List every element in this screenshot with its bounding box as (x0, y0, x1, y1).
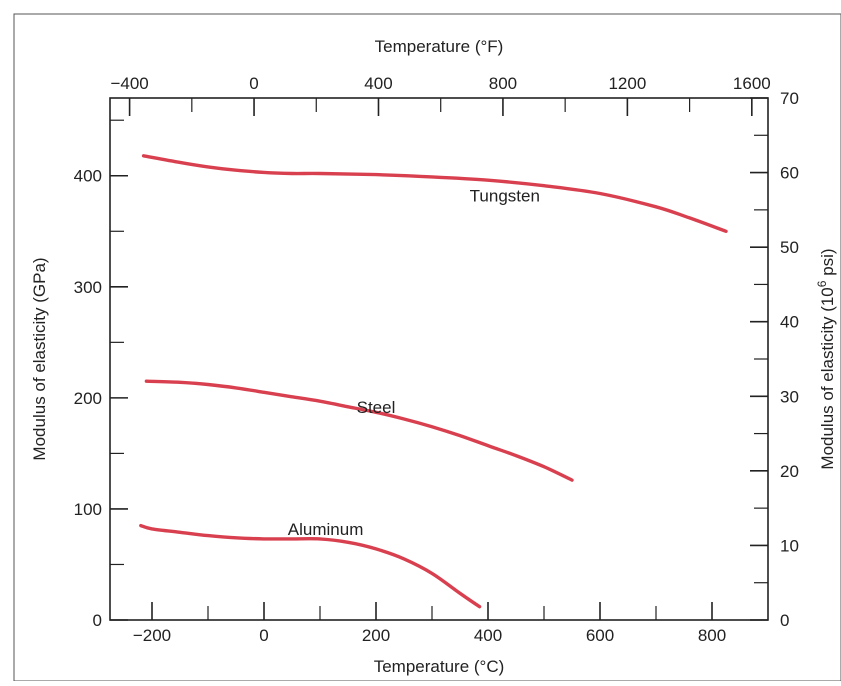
x-tick-label: 800 (698, 626, 726, 645)
y-tick-label: 300 (74, 278, 102, 297)
y2-axis-title-tail: psi) (818, 248, 837, 280)
curve-labels-layer: Tungsten Steel Aluminum (288, 187, 540, 539)
x2-tick-label: 1600 (733, 74, 771, 93)
x2-tick-label: −400 (110, 74, 148, 93)
y-tick-label: 200 (74, 389, 102, 408)
x-tick-label: −200 (133, 626, 171, 645)
y2-axis-title-superscript: 6 (815, 280, 829, 287)
y-tick-label: 400 (74, 167, 102, 186)
y2-tick-label: 10 (780, 536, 799, 555)
y2-tick-label: 40 (780, 313, 799, 332)
aluminum-curve (139, 523, 482, 609)
y2-tick-label: 30 (780, 387, 799, 406)
x-tick-label: 0 (259, 626, 268, 645)
figure-frame (13, 13, 841, 682)
tungsten-curve (141, 154, 728, 233)
x2-tick-label: 1200 (608, 74, 646, 93)
x2-tick-label: 400 (364, 74, 392, 93)
aluminum-label: Aluminum (288, 520, 364, 539)
x-tick-label: 400 (474, 626, 502, 645)
y2-tick-label: 20 (780, 462, 799, 481)
steel-label: Steel (357, 398, 396, 417)
tungsten-label: Tungsten (470, 187, 540, 206)
y2-axis-title: Modulus of elasticity (106 psi) (815, 248, 837, 469)
steel-curve (144, 379, 574, 482)
x2-axis-title: Temperature (°F) (375, 37, 504, 56)
y2-tick-label: 60 (780, 164, 799, 183)
x2-tick-label: 800 (489, 74, 517, 93)
tick-labels-layer: −200 0 200 400 600 800−400 0 400 800 1200 16000100… (74, 74, 799, 645)
y-tick-label: 100 (74, 500, 102, 519)
y2-axis-title-main: Modulus of elasticity (10 (818, 287, 837, 469)
y2-tick-label: 0 (780, 611, 789, 630)
curves-layer (139, 154, 728, 609)
y-tick-label: 0 (93, 611, 102, 630)
y2-tick-label: 70 (780, 89, 799, 108)
x-tick-label: 200 (362, 626, 390, 645)
x-axis-title: Temperature (°C) (374, 657, 505, 676)
ticks-layer (110, 97, 768, 621)
y-axis-title: Modulus of elasticity (GPa) (30, 257, 49, 460)
x-tick-label: 600 (586, 626, 614, 645)
y2-tick-label: 50 (780, 238, 799, 257)
x2-tick-label: 0 (249, 74, 258, 93)
